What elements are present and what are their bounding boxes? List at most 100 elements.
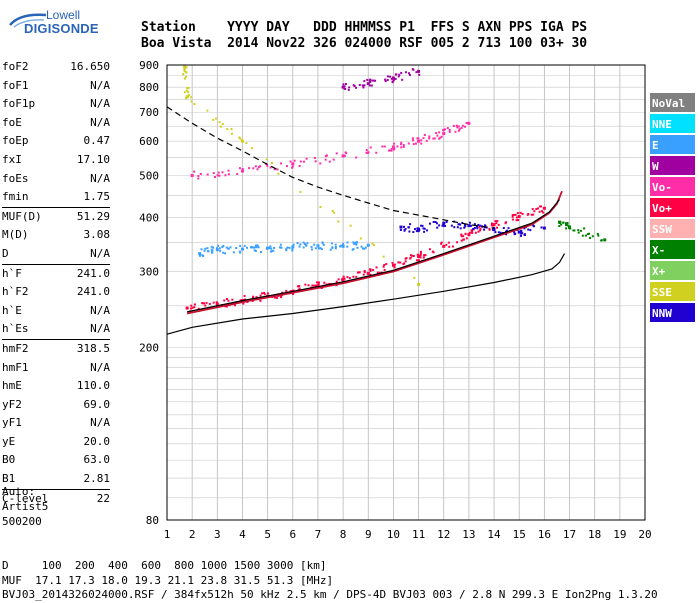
data-point-fill xyxy=(526,213,529,216)
legend-swatch xyxy=(650,198,695,217)
data-point-fill xyxy=(257,166,260,169)
legend-swatch xyxy=(650,156,695,175)
data-point-fill xyxy=(409,256,412,259)
data-point-fill xyxy=(478,225,481,228)
data-point-fill xyxy=(360,245,363,248)
param-value: N/A xyxy=(90,360,110,374)
data-point-fill xyxy=(343,154,346,157)
data-point-fill xyxy=(222,251,225,254)
data-point-fill xyxy=(367,271,370,274)
data-point-fill xyxy=(252,296,255,299)
param-name: h`F2 xyxy=(2,285,29,299)
param-row: yE 20.0 xyxy=(2,433,110,452)
data-point-fill xyxy=(400,71,403,74)
x-tick-label: 4 xyxy=(239,528,246,541)
param-value: 22 xyxy=(96,491,110,505)
data-point-fill xyxy=(399,228,402,231)
param-row: B1 2.81 xyxy=(2,470,110,489)
data-point-fill xyxy=(597,234,600,237)
data-point-fill xyxy=(381,145,384,148)
data-point-fill xyxy=(505,233,508,236)
data-point-fill xyxy=(389,75,392,78)
param-name: foEp xyxy=(2,134,29,148)
data-point-fill xyxy=(374,79,377,82)
param-separator xyxy=(2,488,110,490)
data-point-fill xyxy=(313,156,316,159)
data-point-fill xyxy=(444,128,447,131)
data-point-fill xyxy=(456,226,459,229)
param-name: fmin xyxy=(2,190,29,204)
data-point-fill xyxy=(363,269,366,272)
data-point-fill xyxy=(206,109,209,112)
data-point-fill xyxy=(266,164,269,167)
data-point-fill xyxy=(202,302,205,305)
data-point-fill xyxy=(269,166,272,169)
data-point-fill xyxy=(223,299,226,302)
data-point-fill xyxy=(252,167,255,170)
data-point-fill xyxy=(365,151,368,154)
data-point-fill xyxy=(361,84,364,87)
data-point-fill xyxy=(369,146,372,149)
data-point-fill xyxy=(352,84,355,87)
data-point-fill xyxy=(310,245,313,248)
data-point-fill xyxy=(366,78,369,81)
data-point-fill xyxy=(363,271,366,274)
data-point-fill xyxy=(418,228,421,231)
data-point-fill xyxy=(211,251,214,254)
param-value: 1.75 xyxy=(83,190,111,204)
x-tick-label: 18 xyxy=(588,528,601,541)
legend-label: NoVal xyxy=(652,97,685,110)
data-point-fill xyxy=(581,234,584,237)
data-point-fill xyxy=(412,231,415,234)
data-point-fill xyxy=(277,172,280,175)
data-point-fill xyxy=(468,231,471,234)
data-point-fill xyxy=(415,71,418,74)
data-point-fill xyxy=(213,176,216,179)
data-point-fill xyxy=(288,246,291,249)
data-point-fill xyxy=(511,215,514,218)
data-point-fill xyxy=(383,145,386,148)
data-point-fill xyxy=(185,75,188,78)
data-point-fill xyxy=(416,229,419,232)
data-point-fill xyxy=(227,247,230,250)
data-point-fill xyxy=(600,239,603,242)
data-point-fill xyxy=(254,165,257,168)
data-point-fill xyxy=(423,254,426,257)
legend-label: NNE xyxy=(652,118,672,131)
data-point-fill xyxy=(494,231,497,234)
data-point-fill xyxy=(298,165,301,168)
data-point-fill xyxy=(312,284,315,287)
x-tick-label: 20 xyxy=(638,528,651,541)
data-point xyxy=(542,226,546,230)
data-point-fill xyxy=(302,246,305,249)
data-point-fill xyxy=(490,222,493,225)
x-tick-label: 8 xyxy=(340,528,347,541)
data-point-fill xyxy=(268,247,271,250)
data-point-fill xyxy=(585,234,588,237)
param-value: 17.10 xyxy=(76,152,110,166)
data-point-fill xyxy=(296,242,299,245)
data-point-fill xyxy=(352,241,355,244)
data-point-fill xyxy=(527,228,530,231)
data-point-fill xyxy=(273,296,276,299)
data-point-fill xyxy=(364,246,367,249)
param-row: yF2 69.0 xyxy=(2,396,110,415)
data-point-fill xyxy=(303,242,306,245)
data-point-fill xyxy=(445,220,448,223)
data-point-fill xyxy=(423,230,426,233)
param-name: foF1 xyxy=(2,78,29,92)
data-point-fill xyxy=(366,152,369,155)
data-point-fill xyxy=(464,233,467,236)
data-point-fill xyxy=(447,241,450,244)
data-point-fill xyxy=(393,142,396,145)
data-point-fill xyxy=(265,247,268,250)
param-name: foEs xyxy=(2,171,29,185)
data-point-fill xyxy=(443,222,446,225)
param-name: B0 xyxy=(2,453,16,467)
data-point-fill xyxy=(347,88,350,91)
x-tick-label: 14 xyxy=(487,528,501,541)
param-name: fxI xyxy=(2,152,22,166)
data-point-fill xyxy=(324,155,327,158)
data-point-fill xyxy=(183,70,186,73)
data-point-fill xyxy=(403,229,406,232)
